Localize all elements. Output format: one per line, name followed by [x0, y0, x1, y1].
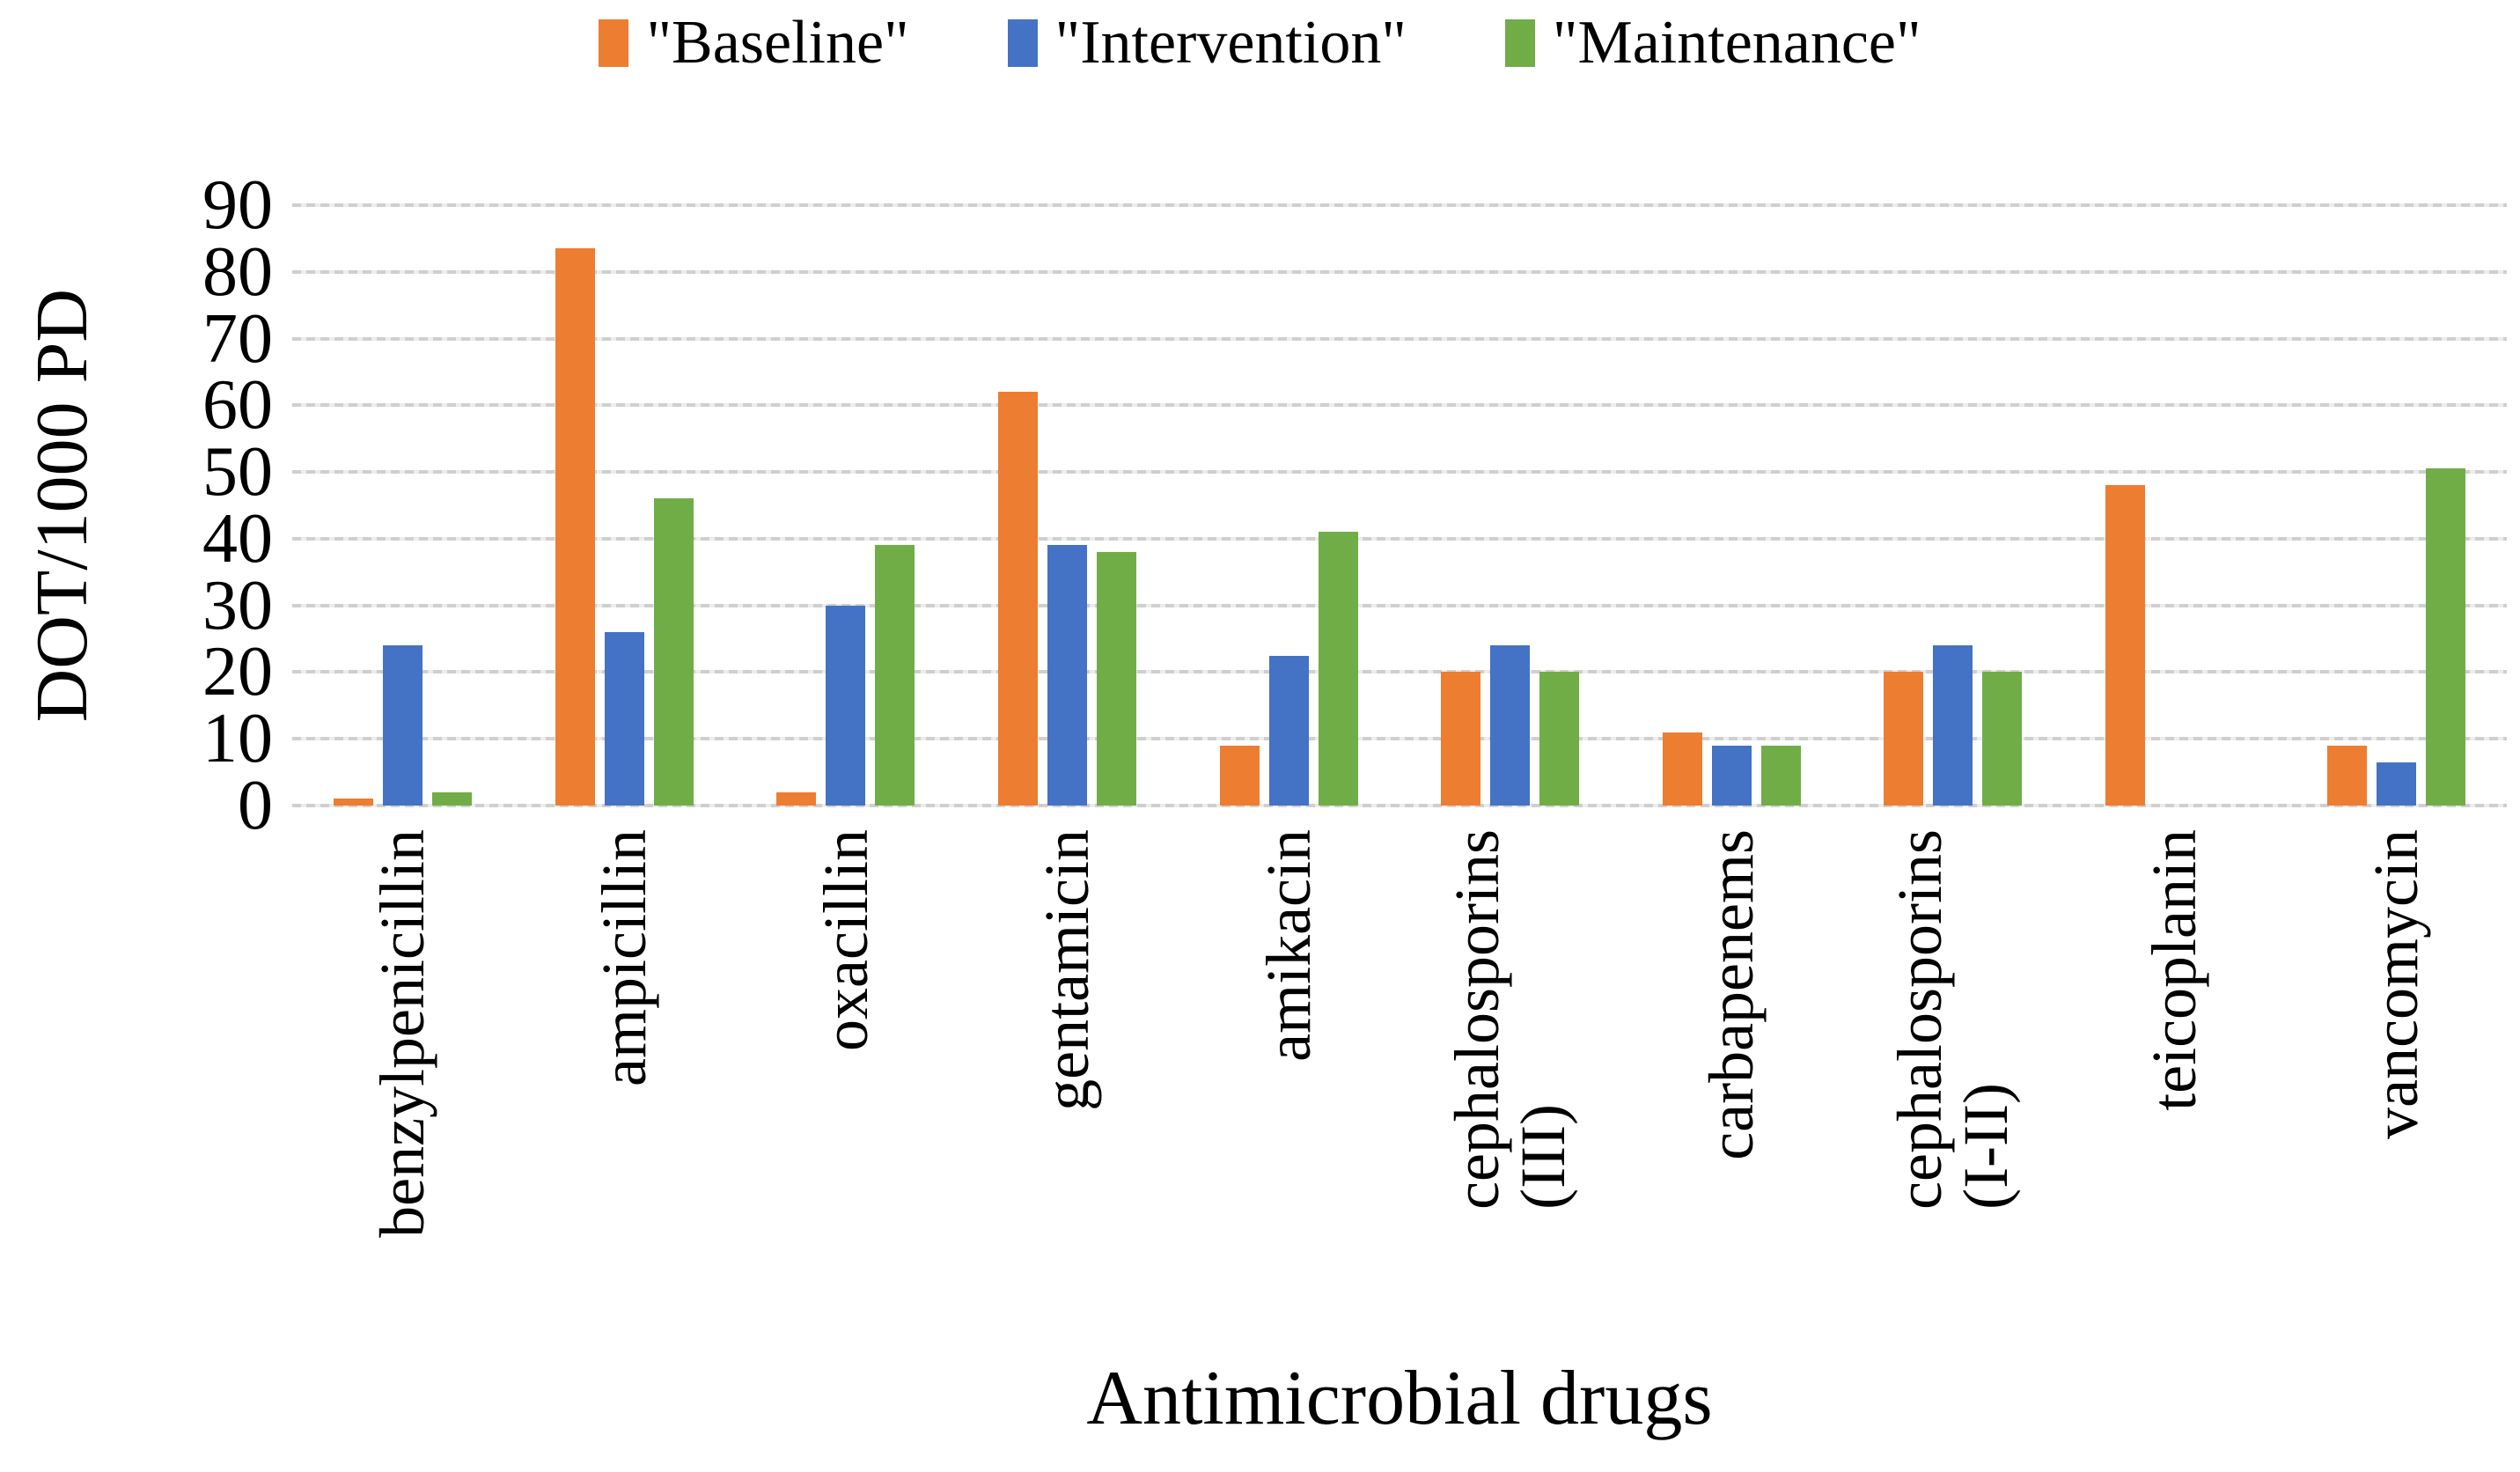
gridline-70 [292, 336, 2507, 341]
bar-maintenance-benzylpenicillin [432, 791, 473, 806]
y-tick-label-70: 70 [202, 299, 273, 378]
y-tick-label-10: 10 [202, 700, 273, 778]
bar-group-amikacin [1178, 205, 1400, 806]
bar-group-benzylpenicillin [292, 205, 514, 806]
bar-baseline-amikacin [1219, 745, 1260, 806]
bar-group-vancomycin [2285, 205, 2507, 806]
bar-maintenance-cephalosporins-i-ii [1982, 672, 2023, 806]
bar-maintenance-amikacin [1318, 532, 1358, 806]
bar-baseline-gentamicin [998, 392, 1039, 806]
legend-label-maintenance: "Maintenance" [1552, 9, 1921, 77]
x-category-cell-amikacin: amikacin [1178, 829, 1400, 1358]
y-tick-label-30: 30 [202, 566, 273, 644]
bar-intervention-benzylpenicillin [383, 645, 423, 806]
gridline-30 [292, 603, 2507, 607]
y-tick-label-0: 0 [238, 767, 273, 844]
bar-baseline-oxacillin [776, 791, 817, 806]
bar-groups [292, 205, 2507, 806]
x-category-label-cephalosporins-iii: cephalosporins (III) [1441, 829, 1578, 1210]
bar-group-ampicillin [514, 205, 736, 806]
x-category-label-oxacillin: oxacillin [810, 829, 881, 1051]
gridline-40 [292, 536, 2507, 541]
x-category-label-ampicillin: ampicillin [588, 829, 659, 1086]
legend-item-maintenance: "Maintenance" [1504, 9, 1921, 77]
x-category-cell-oxacillin: oxacillin [735, 829, 957, 1358]
bar-maintenance-oxacillin [875, 545, 915, 806]
bar-group-cephalosporins-iii [1400, 205, 1621, 806]
bar-intervention-ampicillin [604, 631, 644, 806]
bar-group-gentamicin [957, 205, 1179, 806]
bar-intervention-cephalosporins-i-ii [1933, 645, 1973, 806]
bar-intervention-carbapenems [1711, 745, 1752, 806]
bar-group-carbapenems [1621, 205, 1843, 806]
gridline-0 [292, 804, 2507, 807]
y-axis-title-wrap: DOT/1000 PD [5, 205, 120, 806]
x-category-cell-cephalosporins-i-ii: cephalosporins (I-II) [1842, 829, 2064, 1358]
legend-swatch-baseline [599, 19, 629, 67]
bar-baseline-benzylpenicillin [334, 799, 374, 806]
legend-item-baseline: "Baseline" [599, 9, 909, 77]
y-tick-label-20: 20 [202, 633, 273, 711]
x-category-cell-cephalosporins-iii: cephalosporins (III) [1400, 829, 1621, 1358]
y-tick-label-40: 40 [202, 499, 273, 578]
y-axis-title: DOT/1000 PD [21, 288, 103, 723]
bar-group-teicoplanin [2064, 205, 2286, 806]
x-category-label-benzylpenicillin: benzylpenicillin [367, 829, 438, 1238]
y-tick-label-60: 60 [202, 366, 273, 445]
gridline-20 [292, 670, 2507, 674]
bar-maintenance-ampicillin [653, 498, 694, 806]
bar-baseline-carbapenems [1662, 732, 1702, 806]
y-tick-label-50: 50 [202, 433, 273, 512]
x-category-label-carbapenems: carbapenems [1695, 829, 1767, 1160]
x-category-cell-benzylpenicillin: benzylpenicillin [292, 829, 514, 1358]
y-tick-label-90: 90 [202, 166, 273, 244]
x-category-cell-carbapenems: carbapenems [1621, 829, 1843, 1358]
x-axis-category-labels: benzylpenicillin ampicillin oxacillin genta… [292, 829, 2507, 1358]
x-category-cell-gentamicin: gentamicin [957, 829, 1179, 1358]
bar-intervention-vancomycin [2376, 762, 2416, 806]
bar-maintenance-gentamicin [1097, 552, 1137, 806]
y-axis-ticks: 0 10 20 30 40 50 60 70 80 90 [106, 170, 273, 841]
x-category-label-vancomycin: vancomycin [2360, 829, 2431, 1139]
gridline-80 [292, 269, 2507, 274]
bar-maintenance-vancomycin [2425, 468, 2465, 806]
x-category-cell-ampicillin: ampicillin [514, 829, 736, 1358]
x-category-cell-teicoplanin: teicoplanin [2064, 829, 2286, 1358]
legend: "Baseline" "Intervention" "Maintenance" [0, 12, 2520, 74]
plot-area [292, 203, 2507, 807]
gridline-50 [292, 470, 2507, 475]
bar-group-cephalosporins-i-ii [1842, 205, 2064, 806]
x-category-label-teicoplanin: teicoplanin [2139, 829, 2210, 1111]
y-tick-label-80: 80 [202, 232, 273, 311]
bar-intervention-gentamicin [1047, 545, 1088, 806]
x-category-label-cephalosporins-i-ii: cephalosporins (I-II) [1884, 829, 2021, 1210]
legend-label-intervention: "Intervention" [1054, 9, 1407, 77]
bar-baseline-teicoplanin [2105, 485, 2146, 806]
x-category-label-gentamicin: gentamicin [1032, 829, 1103, 1111]
legend-label-baseline: "Baseline" [646, 9, 909, 77]
bar-maintenance-carbapenems [1760, 745, 1801, 806]
legend-swatch-maintenance [1504, 19, 1535, 67]
x-category-label-amikacin: amikacin [1253, 829, 1324, 1062]
bar-baseline-ampicillin [555, 248, 595, 806]
x-axis-title: Antimicrobial drugs [1086, 1356, 1713, 1441]
x-category-cell-vancomycin: vancomycin [2285, 829, 2507, 1358]
gridline-90 [292, 203, 2507, 207]
legend-swatch-intervention [1007, 19, 1038, 67]
bar-group-oxacillin [735, 205, 957, 806]
bar-intervention-cephalosporins-iii [1490, 645, 1531, 806]
gridline-10 [292, 737, 2507, 741]
bar-intervention-amikacin [1268, 655, 1309, 806]
legend-item-intervention: "Intervention" [1007, 9, 1407, 77]
bar-baseline-vancomycin [2326, 745, 2367, 806]
gridline-60 [292, 403, 2507, 408]
bar-baseline-cephalosporins-iii [1441, 672, 1481, 806]
bar-intervention-oxacillin [826, 605, 866, 806]
bar-maintenance-cephalosporins-iii [1539, 672, 1580, 806]
bar-baseline-cephalosporins-i-ii [1884, 672, 1924, 806]
